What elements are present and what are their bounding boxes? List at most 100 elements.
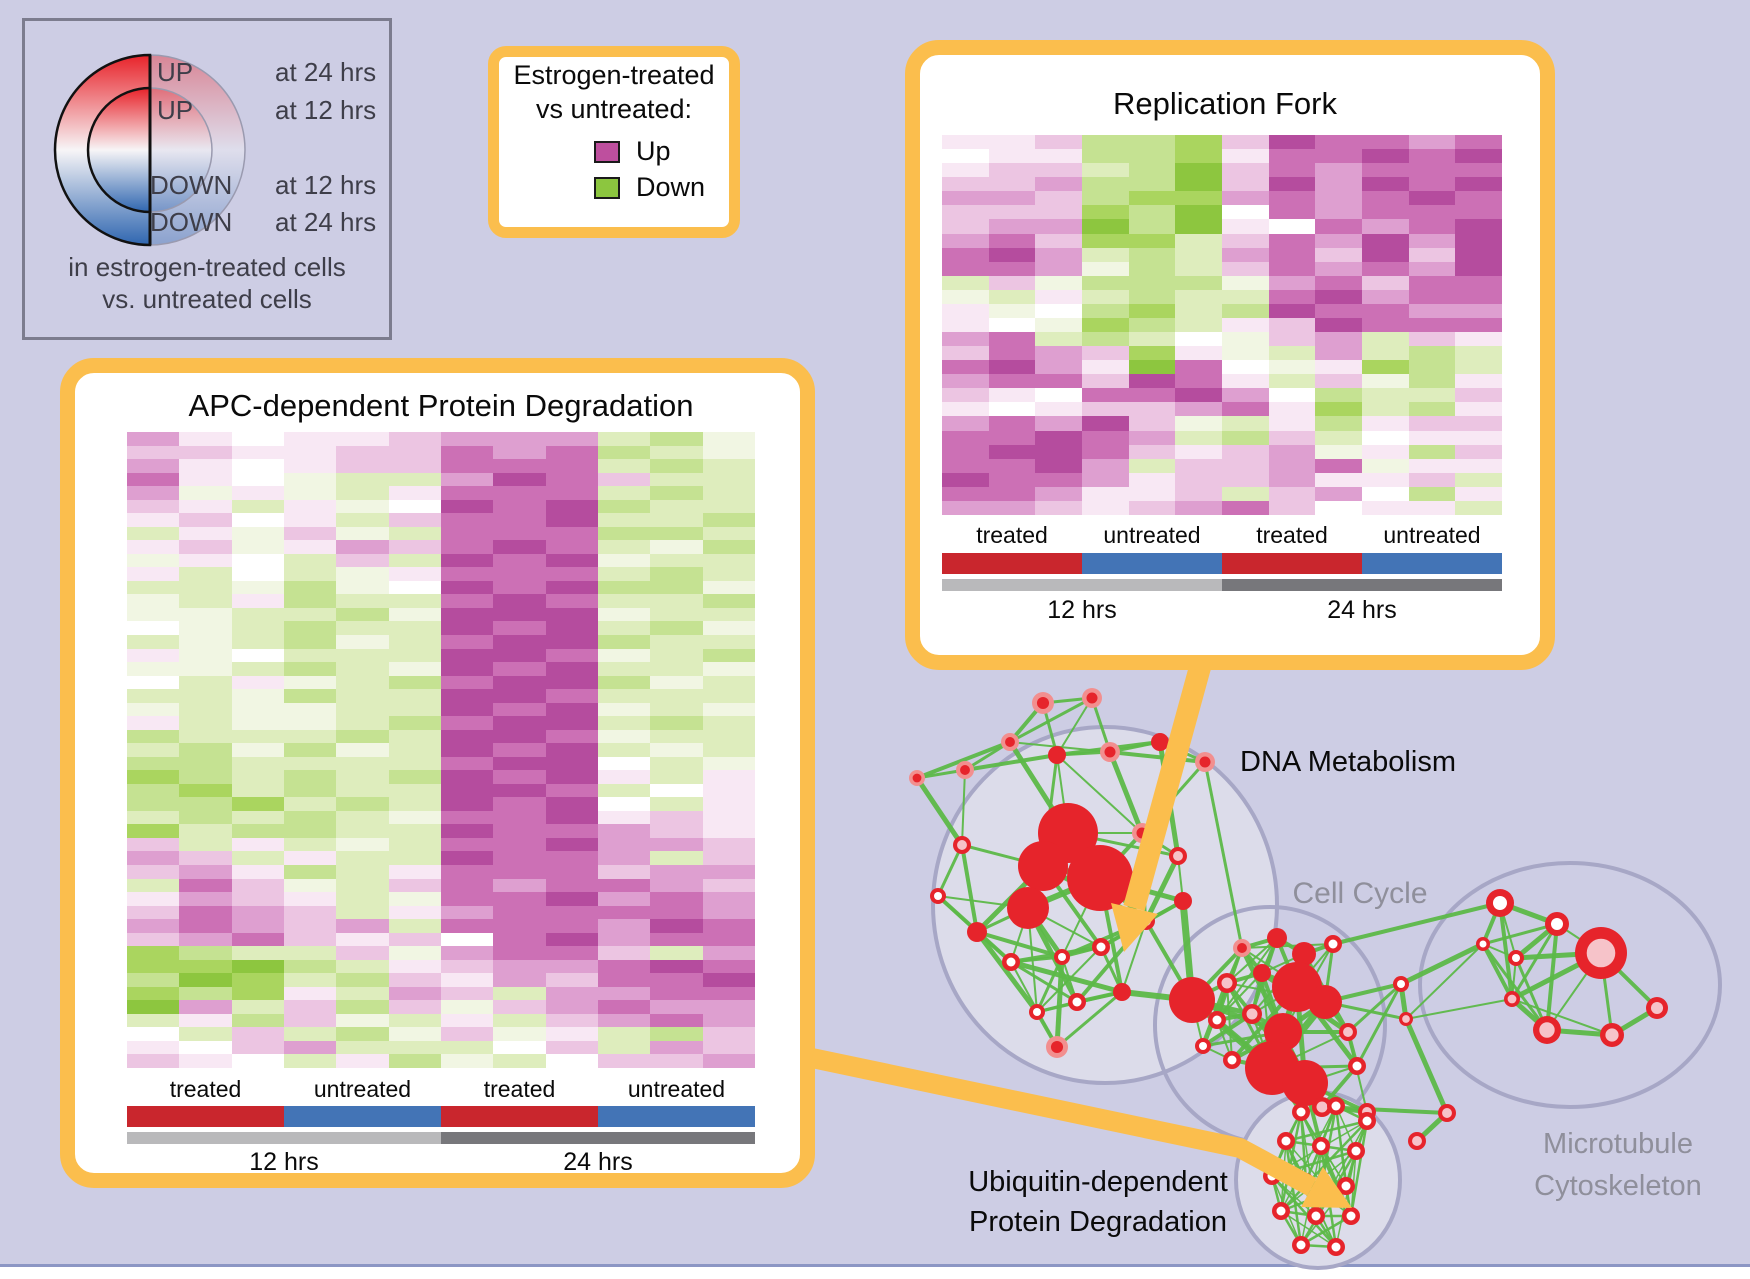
- heatmap-cell: [545, 567, 598, 581]
- heatmap-cell: [1362, 472, 1409, 487]
- network-edge: [1191, 997, 1284, 1035]
- network-edge: [1271, 1175, 1302, 1246]
- network-cluster-label: Protein Degradation: [969, 1206, 1227, 1238]
- heatmap-cell: [1128, 149, 1176, 164]
- heatmap-cell: [336, 675, 389, 690]
- heatmap-cell: [1035, 275, 1082, 290]
- heatmap-cell: [1128, 317, 1176, 333]
- network-node-halo-core: [912, 773, 922, 783]
- untreated-bar: [598, 1106, 755, 1127]
- heatmap-cell: [650, 729, 703, 744]
- heatmap-cell: [283, 743, 337, 757]
- heatmap-cell: [1408, 374, 1456, 389]
- heatmap-cell: [336, 634, 389, 649]
- heatmap-cell: [702, 729, 755, 744]
- network-edge: [1215, 982, 1229, 1021]
- heatmap-cell: [440, 662, 494, 676]
- heatmap-cell: [597, 1040, 651, 1055]
- network-node-halo-core: [1050, 1040, 1064, 1054]
- heatmap-cell: [1175, 332, 1222, 347]
- heatmap-cell: [493, 675, 546, 690]
- heatmap-cell: [1128, 233, 1176, 248]
- heatmap-cell: [545, 1027, 598, 1041]
- heatmap-cell: [1035, 289, 1082, 304]
- heatmap-cell: [942, 135, 989, 150]
- network-node-ring-center: [1331, 1242, 1341, 1252]
- group-label: treated: [483, 1076, 556, 1102]
- network-node-ring-center: [1507, 994, 1517, 1004]
- heatmap-cell: [388, 607, 441, 622]
- network-cluster-label: Ubiquitin-dependent: [968, 1166, 1228, 1198]
- network-node-ring: [1195, 1038, 1211, 1054]
- network-node-halo: [1082, 688, 1102, 708]
- heatmap-cell: [440, 865, 494, 879]
- heatmap-cell: [231, 675, 284, 690]
- heatmap-cell: [545, 553, 598, 568]
- heatmap-cell: [650, 1054, 703, 1068]
- heatmap-cell: [650, 459, 703, 473]
- heatmap-cell: [493, 1040, 546, 1055]
- network-edge: [1056, 740, 1161, 757]
- heatmap-cell: [179, 675, 232, 690]
- network-edge: [976, 930, 1063, 959]
- heatmap-cell: [1268, 430, 1316, 445]
- network-edge: [1203, 761, 1244, 949]
- heatmap-cell: [179, 1027, 232, 1041]
- heatmap-cell: [1315, 233, 1362, 248]
- heatmap-cell: [1408, 247, 1456, 262]
- heatmap-cell: [1362, 486, 1409, 501]
- heatmap-cell: [440, 743, 494, 757]
- network-edge: [1191, 999, 1204, 1047]
- heatmap-cell: [597, 892, 651, 906]
- heatmap-cell: [1035, 303, 1082, 318]
- heatmap-cell: [440, 986, 494, 1001]
- heatmap-cell: [493, 567, 546, 581]
- heatmap-cell: [283, 756, 337, 771]
- network-node-ring-center: [1539, 1022, 1555, 1038]
- heatmap-cell: [1362, 261, 1409, 276]
- heatmap-cell: [1128, 303, 1176, 318]
- heatmap-cell: [597, 567, 651, 581]
- heatmap-cell: [388, 634, 441, 649]
- heatmap-cell: [988, 247, 1036, 262]
- network-node-ring-center: [1316, 1141, 1326, 1151]
- heatmap-cell: [1362, 346, 1409, 361]
- heatmap-cell: [388, 675, 441, 690]
- network-edge: [1354, 1120, 1369, 1152]
- heatmap-cell: [597, 932, 651, 947]
- heatmap-cell: [597, 526, 651, 541]
- heatmap-cell: [988, 261, 1036, 276]
- network-node-ring: [1393, 976, 1409, 992]
- heatmap-cell: [650, 770, 703, 784]
- heatmap-cell: [231, 851, 284, 866]
- heatmap-cell: [1082, 289, 1129, 304]
- heatmap-cell: [702, 634, 755, 649]
- network-edge: [1304, 1081, 1368, 1114]
- heatmap-cell: [1082, 275, 1129, 290]
- heatmap-cell: [1408, 275, 1456, 290]
- heatmap-cell: [388, 716, 441, 730]
- heatmap-cell: [1315, 219, 1362, 234]
- network-edge: [1261, 972, 1273, 1069]
- heatmap-cell: [1408, 360, 1456, 375]
- network-node-ring-center: [1058, 953, 1066, 961]
- network-edge: [1056, 754, 1069, 834]
- group-label: treated: [976, 522, 1048, 548]
- replication-fork-condition-bars: [942, 553, 1502, 574]
- network-edge: [1305, 1180, 1352, 1217]
- network-edge: [1294, 986, 1308, 1084]
- replication-fork-title: Replication Fork: [1113, 86, 1337, 121]
- network-edge: [1355, 983, 1403, 1067]
- network-node-solid: [1245, 1041, 1299, 1095]
- network-edge: [1098, 831, 1144, 880]
- heatmap-cell: [283, 648, 337, 663]
- network-edge: [1054, 956, 1065, 1048]
- heatmap-cell: [283, 783, 337, 798]
- heatmap-cell: [702, 824, 755, 838]
- heatmap-cell: [1455, 332, 1502, 347]
- heatmap-cell: [283, 986, 337, 1001]
- heatmap-cell: [1082, 163, 1129, 178]
- heatmap-cell: [1315, 486, 1362, 501]
- heatmap-cell: [1408, 430, 1456, 445]
- heatmap-cell: [1268, 191, 1316, 206]
